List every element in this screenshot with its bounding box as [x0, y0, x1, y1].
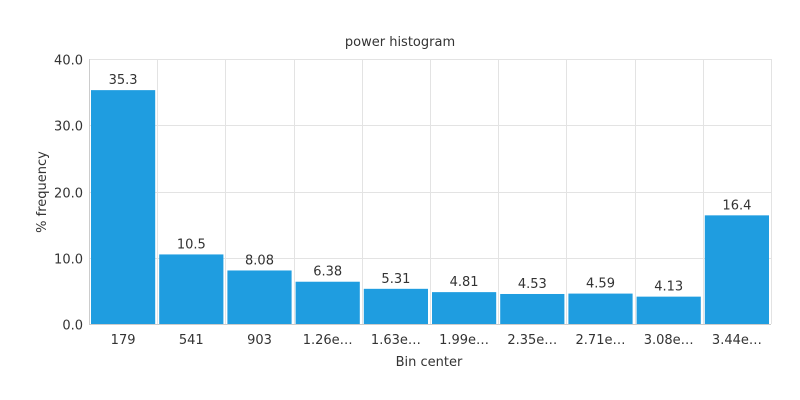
bar-value-label: 6.38 [313, 265, 342, 280]
bar-value-label: 5.31 [381, 272, 410, 287]
bar-value-label: 16.4 [722, 198, 751, 213]
bar [568, 293, 633, 324]
bar [636, 296, 701, 324]
x-tick-label: 2.71e… [576, 333, 626, 348]
y-tick-label: 0.0 [62, 319, 83, 334]
bar-value-label: 35.3 [109, 73, 138, 88]
y-tick-label: 20.0 [54, 187, 83, 202]
x-tick-label: 3.44e… [712, 333, 762, 348]
bar [432, 292, 497, 324]
x-tick-label: 541 [179, 333, 204, 348]
y-tick-label: 30.0 [54, 120, 83, 135]
y-axis-label: % frequency [35, 151, 50, 233]
bar-value-label: 4.53 [518, 277, 547, 292]
y-tick-label: 40.0 [54, 54, 83, 69]
x-tick-label: 903 [247, 333, 272, 348]
bar [227, 270, 292, 324]
bar [91, 90, 156, 324]
x-tick-label: 3.08e… [644, 333, 694, 348]
x-tick-label: 179 [111, 333, 136, 348]
y-tick-label: 10.0 [54, 253, 83, 268]
chart-title: power histogram [345, 35, 455, 50]
bar-value-label: 4.13 [654, 280, 683, 295]
x-tick-label: 2.35e… [507, 333, 557, 348]
axis-ticks: 0.0 10.0 20.0 30.0 40.0 179 541 903 1.26e… 1.63e…… [54, 54, 771, 348]
bar-value-label: 4.81 [450, 275, 479, 290]
x-tick-label: 1.99e… [439, 333, 489, 348]
x-axis-label: Bin center [396, 355, 463, 370]
bar [704, 215, 769, 324]
x-tick-label: 1.26e… [303, 333, 353, 348]
bar [159, 254, 224, 324]
bar-value-label: 10.5 [177, 237, 206, 252]
bar [500, 293, 565, 324]
x-tick-label: 1.63e… [371, 333, 421, 348]
bar [363, 288, 428, 324]
bars-group: 35.3 10.5 8.08 6.38 5.31 4.81 4.53 4.59 4.13 16.4 [91, 73, 769, 324]
bar-value-label: 4.59 [586, 277, 615, 292]
bar [295, 281, 360, 324]
bar-value-label: 8.08 [245, 253, 274, 268]
